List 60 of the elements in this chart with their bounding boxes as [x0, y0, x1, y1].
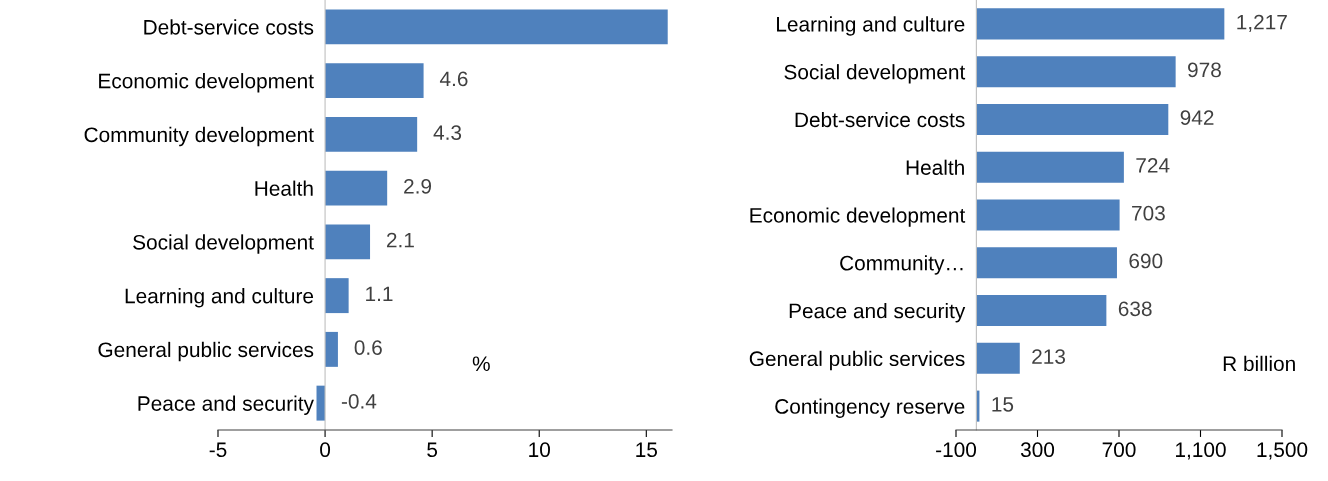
data-label: 15 [992, 397, 1014, 412]
y-tick-label: Debt-service costs [795, 111, 965, 128]
data-label: 703 [1132, 205, 1165, 221]
x-tick-label: 700 [1102, 442, 1136, 458]
x-tick-label: 10 [529, 442, 550, 458]
data-label: 4.3 [433, 125, 462, 140]
bar [325, 9, 668, 45]
y-tick-label: Health [906, 159, 964, 175]
data-label: 0.6 [354, 340, 382, 355]
bar [325, 170, 388, 206]
bar [325, 278, 349, 314]
y-tick-label: Learning and culture [125, 288, 314, 308]
data-label: 978 [1188, 62, 1221, 78]
y-tick-label: Economic development [99, 73, 314, 93]
bar [976, 247, 1117, 279]
bar [976, 56, 1176, 88]
x-tick-label: 1,100 [1176, 442, 1226, 460]
x-tick-label: -100 [936, 442, 977, 458]
data-label: 2.1 [386, 232, 414, 248]
x-tick-label: 300 [1020, 442, 1055, 458]
y-tick-label: Peace and security [138, 395, 314, 415]
y-tick-label: Peace and security [789, 303, 966, 323]
bar [325, 116, 418, 152]
bar [976, 8, 1225, 40]
bar [325, 224, 371, 260]
y-tick-label: Social development [133, 234, 314, 254]
data-label: 213 [1032, 349, 1066, 364]
y-tick-label: Economic development [750, 207, 966, 227]
data-label: 638 [1118, 301, 1152, 317]
data-label: -0.4 [341, 393, 377, 409]
data-label: 724 [1136, 158, 1170, 173]
y-tick-label: Social development [784, 64, 966, 84]
data-label: 1,217 [1237, 14, 1287, 32]
data-label: 690 [1129, 253, 1163, 269]
data-label: 4.6 [439, 71, 468, 87]
x-tick-label: 15 [636, 442, 658, 458]
y-tick-label: Community development [84, 126, 314, 147]
y-tick-label: Community… [840, 255, 963, 275]
x-tick-label: 1,500 [1257, 442, 1308, 460]
bar [976, 103, 1169, 135]
data-label: 1.1 [366, 286, 393, 302]
y-tick-label: General public services [98, 341, 314, 362]
bar [976, 151, 1124, 183]
bar [976, 199, 1120, 231]
x-tick-label: 5 [427, 442, 438, 458]
x-tick-label: -5 [209, 442, 227, 458]
y-tick-label: Debt-service costs [144, 19, 314, 35]
y-tick-label: Contingency reserve [775, 398, 965, 418]
x-tick-label: 0 [320, 442, 331, 458]
y-tick-label: Learning and culture [777, 16, 965, 36]
data-label: 942 [1180, 110, 1214, 126]
bar [976, 342, 1020, 374]
bar [325, 331, 338, 367]
y-tick-label: Health [255, 180, 313, 196]
y-tick-label: General public services [749, 350, 965, 371]
data-label: 2.9 [404, 178, 432, 194]
annotation: % [472, 356, 490, 372]
annotation: R billion [1223, 355, 1295, 372]
bar [976, 295, 1107, 327]
bar [325, 63, 424, 99]
